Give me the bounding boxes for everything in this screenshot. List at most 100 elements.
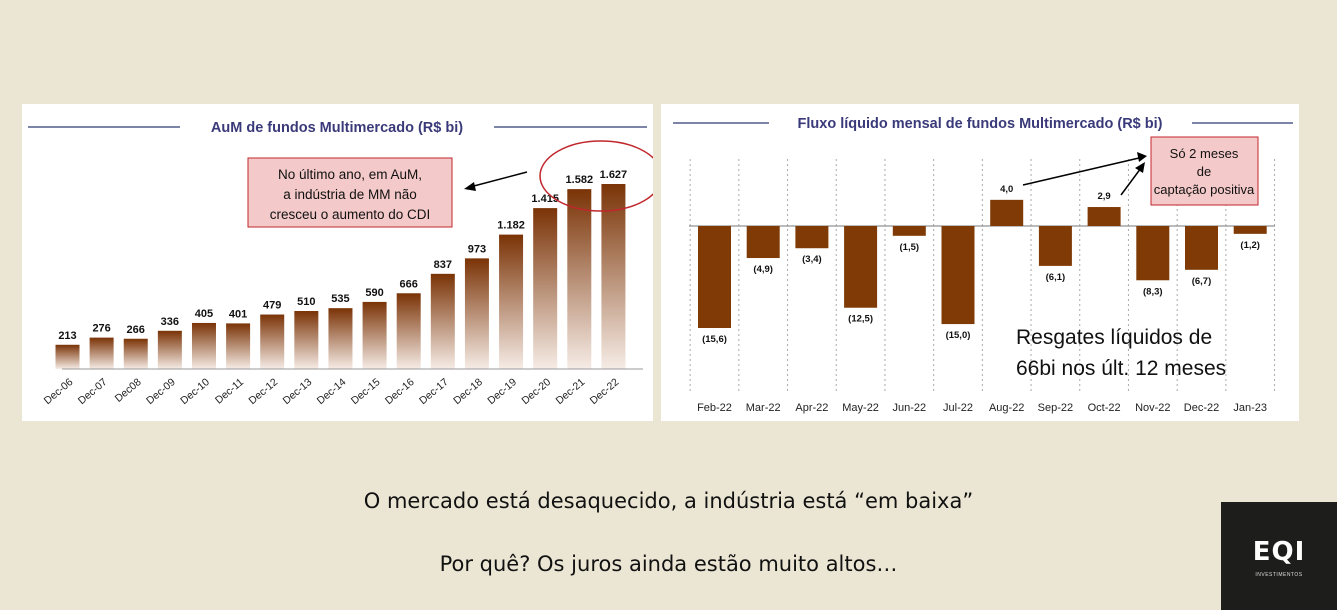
aum-tick-label: Dec-12 [246,376,280,407]
flow-bar-Nov-22 [1136,226,1170,281]
callout-arrow [469,171,528,188]
aum-tick-label: Dec-20 [519,376,553,407]
aum-bar-Dec-06 [55,344,80,369]
aum-bar-Dec-16 [396,293,421,369]
aum-data-label: 1.182 [497,220,525,232]
aum-tick-label: Dec-11 [213,376,246,407]
eqi-logo: EQI INVESTIMENTOS [1221,502,1337,610]
flow-bar-Feb-22 [698,226,731,328]
aum-data-label: 401 [229,308,247,320]
aum-data-label: 276 [92,323,110,335]
aum-tick-label: Dec-15 [349,376,383,407]
flow-data-label: (4,9) [753,264,773,275]
aum-chart-panel: AuM de fundos Multimercado (R$ bi) 213 27… [22,104,653,421]
aum-bar-Dec08 [123,338,148,369]
aum-tick-label: Dec-13 [281,376,315,407]
flow-tick-label: Jan-23 [1233,402,1267,414]
callout-box: No último ano, em AuM, a indústria de MM … [247,157,453,228]
arrow-head-2 [1135,162,1145,173]
callout-arrow-2 [1120,167,1142,196]
caption-line-1: O mercado está desaquecido, a indústria … [363,489,974,513]
aum-data-label: 1.582 [566,174,594,186]
logo-text: EQI [1252,537,1306,567]
aum-data-label: 1.627 [600,169,628,181]
aum-bar-Dec-21 [567,189,592,369]
logo-subtext: INVESTIMENTOS [1255,572,1303,578]
highlight-circle [539,140,653,212]
callout-box: Só 2 meses de captação positiva [1150,136,1259,206]
aum-bar-Dec-20 [533,208,558,369]
aum-data-label: 405 [195,308,213,320]
aum-bar-Dec-12 [260,314,285,369]
flow-tick-label: Oct-22 [1088,402,1121,414]
flow-bar-Dec-22 [1185,226,1218,270]
callout-text: No último ano, em AuM, a indústria de MM … [270,167,431,222]
aum-data-label: 213 [58,330,76,342]
flow-bar-May-22 [844,226,878,308]
flow-data-label: (6,7) [1192,276,1212,287]
aum-tick-label: Dec-09 [144,376,178,407]
aum-bar-Dec-11 [226,323,251,369]
flow-tick-label: Apr-22 [795,402,828,414]
aum-bar-Dec-18 [464,258,489,369]
flow-bar-Aug-22 [990,199,1024,226]
aum-bar-Dec-09 [157,330,182,369]
flow-data-label: (3,4) [802,254,822,265]
flow-tick-label: Aug-22 [989,402,1024,414]
flow-bar-Sep-22 [1038,226,1072,266]
aum-tick-label: Dec-07 [76,376,110,407]
aum-tick-label: Dec-22 [588,376,622,407]
caption-line-2: Por quê? Os juros ainda estão muito alto… [439,552,898,576]
flow-tick-label: Nov-22 [1135,402,1170,414]
flow-data-label: (1,5) [900,242,920,253]
aum-bar-Dec-17 [430,273,455,369]
aum-chart: AuM de fundos Multimercado (R$ bi) 213 27… [28,120,653,407]
flow-data-label: (12,5) [848,314,873,325]
aum-data-label: 666 [400,278,418,290]
arrow-head [464,182,476,191]
aum-data-label: 837 [434,259,452,271]
chart-title: AuM de fundos Multimercado (R$ bi) [211,120,463,136]
flow-tick-label: Jun-22 [892,402,926,414]
flow-bar-Oct-22 [1087,207,1121,226]
callout-text: Só 2 meses de captação positiva [1154,146,1255,197]
flow-bar-Mar-22 [746,226,780,259]
flow-chart: Fluxo líquido mensal de fundos Multimerc… [673,116,1293,414]
aum-tick-label: Dec-06 [42,376,76,407]
aum-tick-label: Dec-17 [417,376,451,407]
aum-data-label: 535 [331,293,349,305]
flow-chart-panel: Fluxo líquido mensal de fundos Multimerc… [661,104,1299,421]
aum-bar-Dec-15 [362,301,387,369]
aum-data-label: 336 [161,316,179,328]
aum-tick-label: Dec-19 [485,376,519,407]
aum-data-label: 973 [468,243,486,255]
aum-bar-Dec-10 [191,322,216,369]
flow-data-label: (6,1) [1046,272,1066,283]
flow-bar-Jan-23 [1233,226,1267,234]
arrow-head [1137,152,1147,162]
aum-bar-Dec-13 [294,311,319,369]
callout-arrow [1022,157,1140,186]
flow-tick-label: May-22 [842,402,879,414]
net-redemption-note: Resgates líquidos de 66bi nos últ. 12 mes… [1016,326,1226,380]
chart-title: Fluxo líquido mensal de fundos Multimerc… [798,116,1163,132]
flow-bar-Jun-22 [892,226,926,236]
aum-tick-label: Dec-18 [451,376,485,407]
flow-data-label: (15,0) [946,330,971,341]
aum-bar-Dec-22 [601,184,626,369]
flow-tick-label: Mar-22 [746,402,781,414]
flow-data-label: 2,9 [1097,191,1110,202]
aum-tick-label: Dec-21 [554,376,588,407]
aum-bar-Dec-07 [89,337,114,369]
aum-data-label: 266 [127,324,145,336]
flow-data-label: (1,2) [1240,240,1260,251]
aum-data-label: 590 [365,287,383,299]
aum-tick-label: Dec-16 [383,376,417,407]
aum-tick-label: Dec08 [113,376,144,405]
aum-data-label: 479 [263,300,281,312]
aum-data-label: 510 [297,296,315,308]
flow-tick-label: Dec-22 [1184,402,1219,414]
aum-tick-label: Dec-10 [178,376,212,407]
flow-data-label: 4,0 [1000,184,1013,195]
aum-tick-label: Dec-14 [315,376,349,407]
